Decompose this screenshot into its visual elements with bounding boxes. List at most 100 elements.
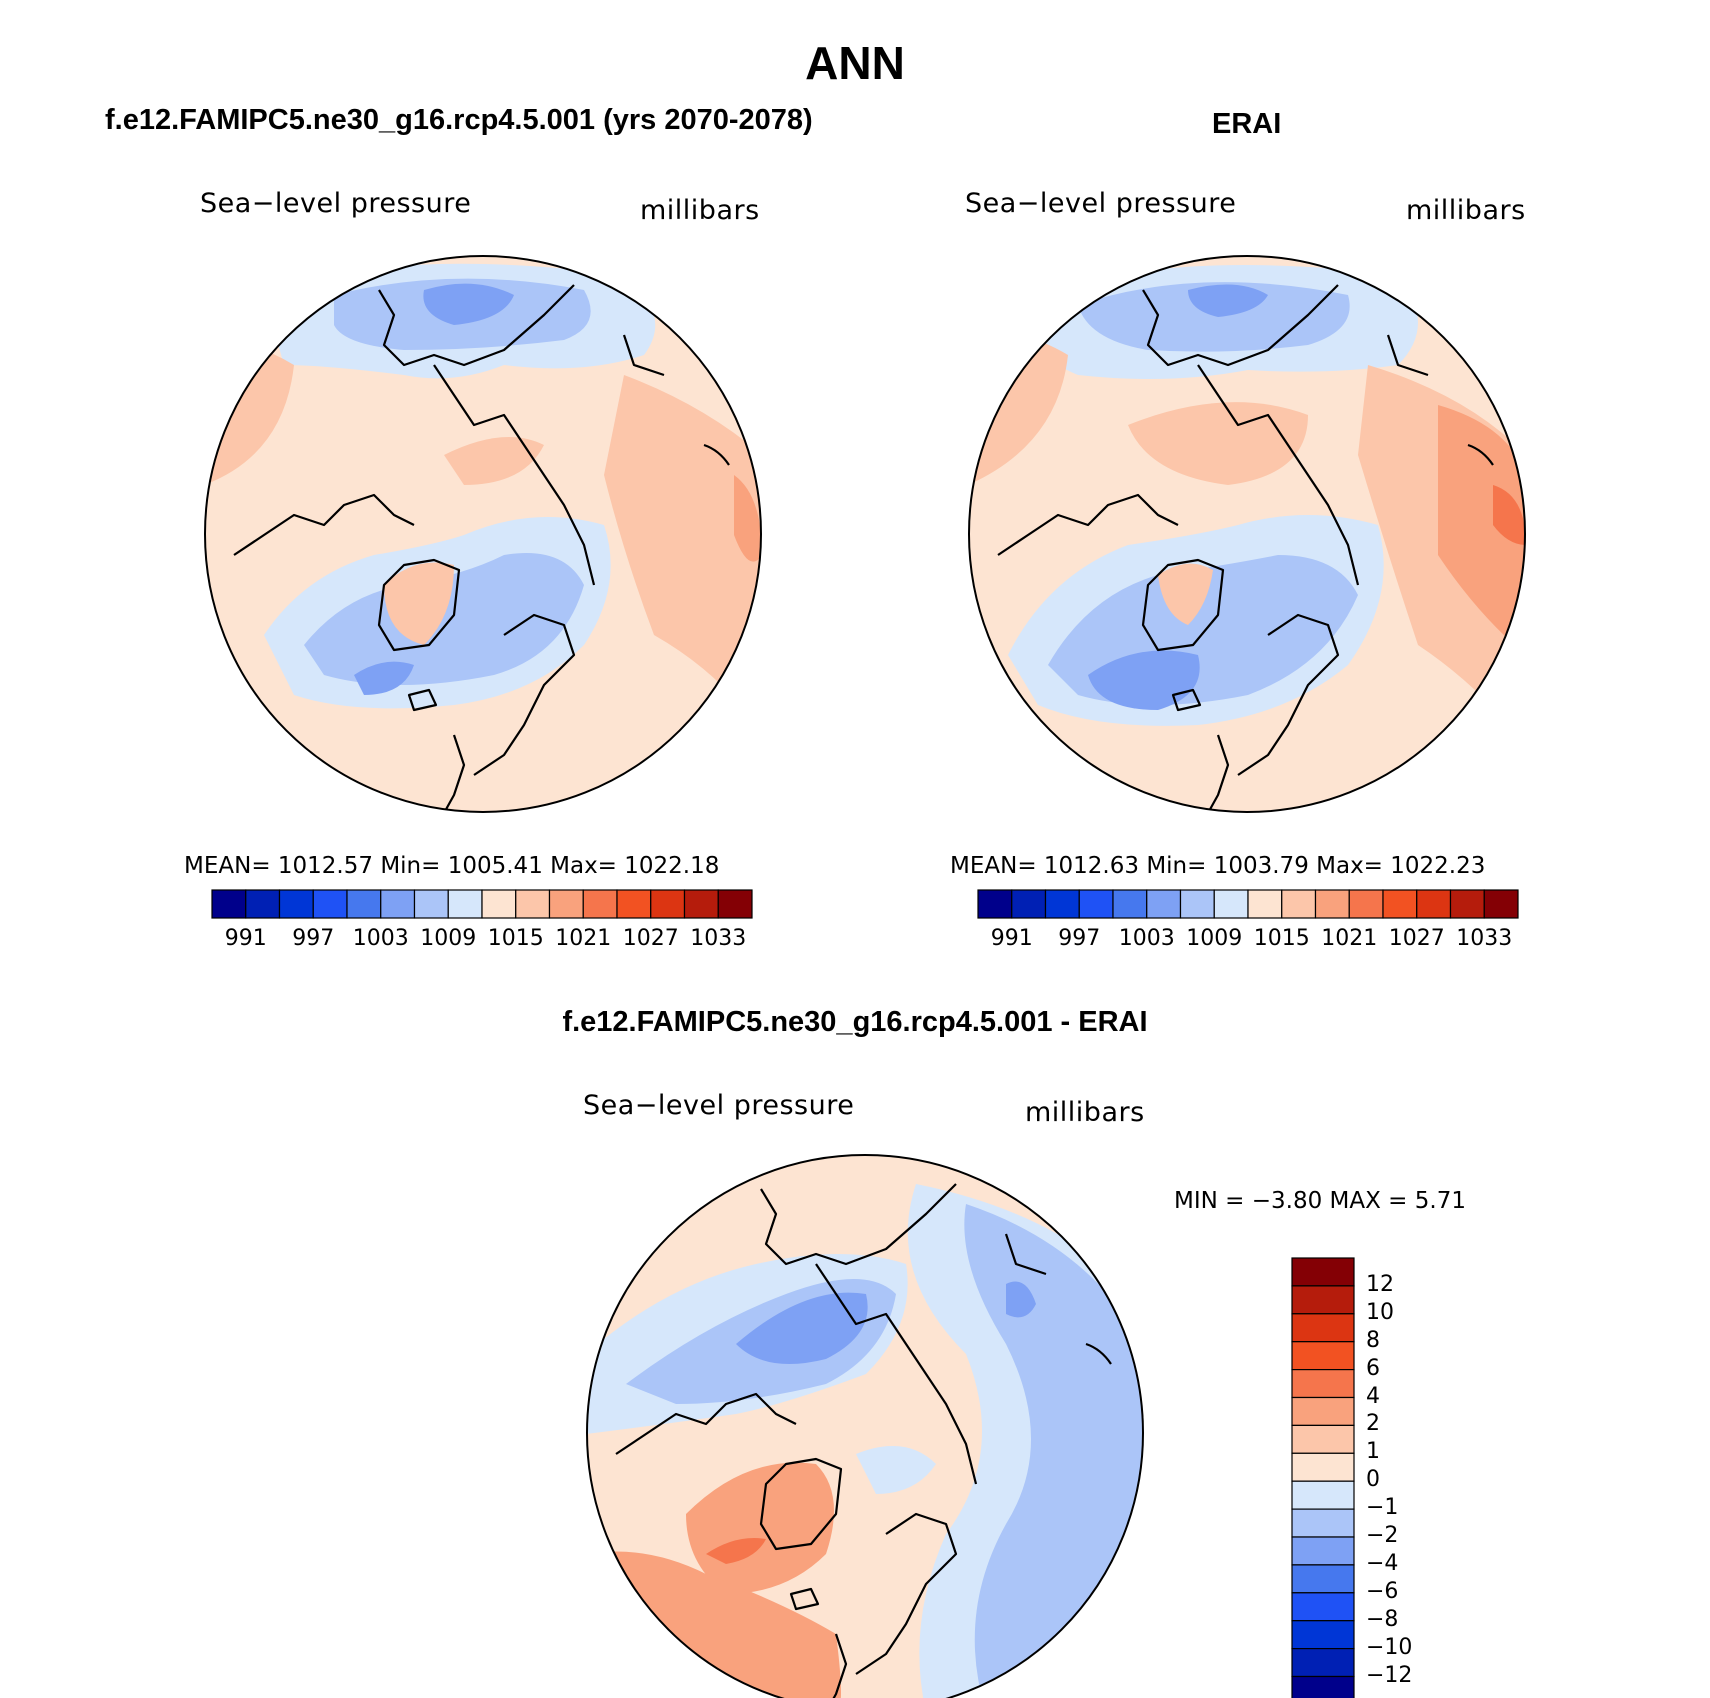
panel-1-colorbar-tick-label: 997 bbox=[292, 926, 335, 951]
panel-1-colorbar-tick-label: 1021 bbox=[555, 926, 612, 951]
panel-3-colorbar-swatch bbox=[1291, 1452, 1355, 1482]
panel-1-colorbar-tick-label: 991 bbox=[224, 926, 267, 951]
panel-3-colorbar-tick-label: −8 bbox=[1366, 1606, 1399, 1632]
panel-3-colorbar-swatch bbox=[1291, 1424, 1355, 1454]
panel-3-colorbar-tick-label: 0 bbox=[1366, 1467, 1380, 1493]
panel-1-colorbar bbox=[211, 889, 753, 919]
panel-3-colorbar-tick-label: 2 bbox=[1366, 1411, 1380, 1437]
panel-3-colorbar-swatch bbox=[1291, 1620, 1355, 1650]
panel-3-colorbar-swatch bbox=[1291, 1341, 1355, 1371]
panel-1-title: f.e12.FAMIPC5.ne30_g16.rcp4.5.001 (yrs 2… bbox=[105, 104, 813, 136]
panel-2-colorbar bbox=[977, 889, 1519, 919]
panel-3-colorbar-swatch bbox=[1291, 1313, 1355, 1343]
panel-2-coastlines bbox=[997, 284, 1494, 812]
panel-2-siberia-high bbox=[1128, 402, 1308, 485]
panel-2-colorbar-tick-label: 1003 bbox=[1118, 926, 1175, 951]
panel-2-polar-map bbox=[968, 255, 1526, 813]
panel-3-pacific-negative-core bbox=[1006, 1281, 1036, 1318]
panel-2-map-border bbox=[968, 255, 1526, 813]
panel-1-colorbar-tick-label: 1015 bbox=[487, 926, 544, 951]
panel-1-colorbar-swatch bbox=[447, 889, 483, 919]
panel-1-siberia-high bbox=[444, 437, 544, 485]
panel-3-colorbar-swatch bbox=[1291, 1480, 1355, 1510]
panel-2-colorbar-swatch bbox=[1044, 889, 1080, 919]
panel-3-coastlines bbox=[615, 1183, 1112, 1698]
panel-3-colorbar-tick-label: −12 bbox=[1366, 1662, 1413, 1688]
panel-2-colorbar-swatch bbox=[1416, 889, 1452, 919]
panel-2-pacific-low-mid bbox=[1078, 282, 1350, 352]
panel-3-variable-label: Sea−level pressure bbox=[583, 1090, 855, 1121]
panel-1-aleutian-core bbox=[423, 283, 514, 325]
panel-3-title: f.e12.FAMIPC5.ne30_g16.rcp4.5.001 - ERAI bbox=[562, 1006, 1148, 1038]
panel-1-colorbar-tick-label: 1033 bbox=[690, 926, 747, 951]
panel-1-colorbar-tick-label: 1009 bbox=[420, 926, 477, 951]
panel-2-colorbar-tick-label: 991 bbox=[990, 926, 1033, 951]
panel-3-map-border bbox=[586, 1154, 1144, 1698]
panel-1-colorbar-swatch bbox=[548, 889, 584, 919]
panel-2-colorbar-swatch bbox=[1382, 889, 1418, 919]
panel-3-arctic-negative-core bbox=[736, 1292, 868, 1364]
panel-2-colorbar-swatch bbox=[1449, 889, 1485, 919]
panel-1-units-label: millibars bbox=[640, 195, 760, 226]
panel-2-colorbar-swatch bbox=[1247, 889, 1283, 919]
panel-2-colorbar-swatch bbox=[1112, 889, 1148, 919]
panel-2-colorbar-tick-label: 1009 bbox=[1186, 926, 1243, 951]
panel-2-stats: MEAN= 1012.63 Min= 1003.79 Max= 1022.23 bbox=[950, 853, 1486, 879]
panel-1-colorbar-swatch bbox=[683, 889, 719, 919]
panel-1-stats: MEAN= 1012.57 Min= 1005.41 Max= 1022.18 bbox=[184, 853, 720, 879]
panel-2-colorbar-tick-label: 1015 bbox=[1253, 926, 1310, 951]
panel-2-colorbar-swatch bbox=[1314, 889, 1350, 919]
panel-3-colorbar-swatch bbox=[1291, 1592, 1355, 1622]
panel-2-greenland-high bbox=[1158, 563, 1213, 625]
panel-2-colorbar-tick-label: 1033 bbox=[1456, 926, 1513, 951]
panel-2-pacific-high-center bbox=[1493, 485, 1525, 545]
panel-2-colorbar-swatch bbox=[1483, 889, 1519, 919]
panel-2-colorbar-swatch bbox=[977, 889, 1013, 919]
panel-2-colorbar-swatch bbox=[1146, 889, 1182, 919]
panel-3-central-negative bbox=[856, 1446, 936, 1494]
panel-3-stats: MIN = −3.80 MAX = 5.71 bbox=[1174, 1188, 1466, 1214]
panel-3-colorbar-swatch bbox=[1291, 1675, 1355, 1698]
panel-1-colorbar-swatch bbox=[650, 889, 686, 919]
panel-1-colorbar-tick-label: 1027 bbox=[622, 926, 679, 951]
panel-1-colorbar-swatch bbox=[346, 889, 382, 919]
panel-1-atlantic-low-mid bbox=[304, 553, 584, 685]
panel-2-icelandic-core bbox=[1088, 650, 1200, 710]
panel-2-variable-label: Sea−level pressure bbox=[965, 188, 1237, 219]
panel-3-colorbar-swatch bbox=[1291, 1536, 1355, 1566]
panel-2-colorbar-swatch bbox=[1011, 889, 1047, 919]
panel-3-colorbar-tick-label: 1 bbox=[1366, 1439, 1380, 1465]
panel-1-colorbar-swatch bbox=[278, 889, 314, 919]
panel-2-colorbar-swatch bbox=[1213, 889, 1249, 919]
panel-2-colorbar-tick-label: 1027 bbox=[1388, 926, 1445, 951]
panel-1-icelandic-core bbox=[354, 661, 414, 695]
panel-3-colorbar-swatch bbox=[1291, 1508, 1355, 1538]
panel-3-greenland-positive-core bbox=[706, 1538, 766, 1564]
panel-2-colorbar-swatch bbox=[1179, 889, 1215, 919]
panel-3-colorbar-tick-label: −4 bbox=[1366, 1550, 1399, 1576]
panel-2-colorbar-swatch bbox=[1348, 889, 1384, 919]
panel-2-aleutian-core bbox=[1188, 284, 1268, 317]
panel-2-units-label: millibars bbox=[1406, 195, 1526, 226]
panel-1-colorbar-swatch bbox=[582, 889, 618, 919]
page-title: ANN bbox=[805, 37, 905, 89]
panel-1-polar-map bbox=[204, 255, 762, 813]
panel-3-colorbar-tick-label: 10 bbox=[1366, 1299, 1394, 1325]
panel-3-colorbar-swatch bbox=[1291, 1257, 1355, 1287]
panel-1-colorbar-swatch bbox=[312, 889, 348, 919]
panel-1-colorbar-swatch bbox=[413, 889, 449, 919]
panel-3-colorbar-tick-label: −6 bbox=[1366, 1578, 1399, 1604]
panel-1-colorbar-swatch bbox=[211, 889, 247, 919]
panel-3-colorbar-tick-label: −2 bbox=[1366, 1523, 1399, 1548]
panel-3-colorbar-tick-label: −1 bbox=[1366, 1495, 1399, 1521]
panel-1-variable-label: Sea−level pressure bbox=[200, 188, 472, 219]
panel-2-title: ERAI bbox=[1212, 108, 1282, 140]
panel-2-colorbar-swatch bbox=[1078, 889, 1114, 919]
panel-1-coastlines bbox=[233, 284, 730, 812]
panel-1-colorbar-swatch bbox=[515, 889, 551, 919]
panel-3-colorbar-tick-label: 8 bbox=[1366, 1327, 1380, 1353]
panel-1-colorbar-swatch bbox=[717, 889, 753, 919]
panel-3-colorbar-swatch bbox=[1291, 1285, 1355, 1315]
panel-2-pacific-high-core bbox=[1438, 405, 1525, 655]
panel-2-colorbar-tick-label: 997 bbox=[1058, 926, 1101, 951]
